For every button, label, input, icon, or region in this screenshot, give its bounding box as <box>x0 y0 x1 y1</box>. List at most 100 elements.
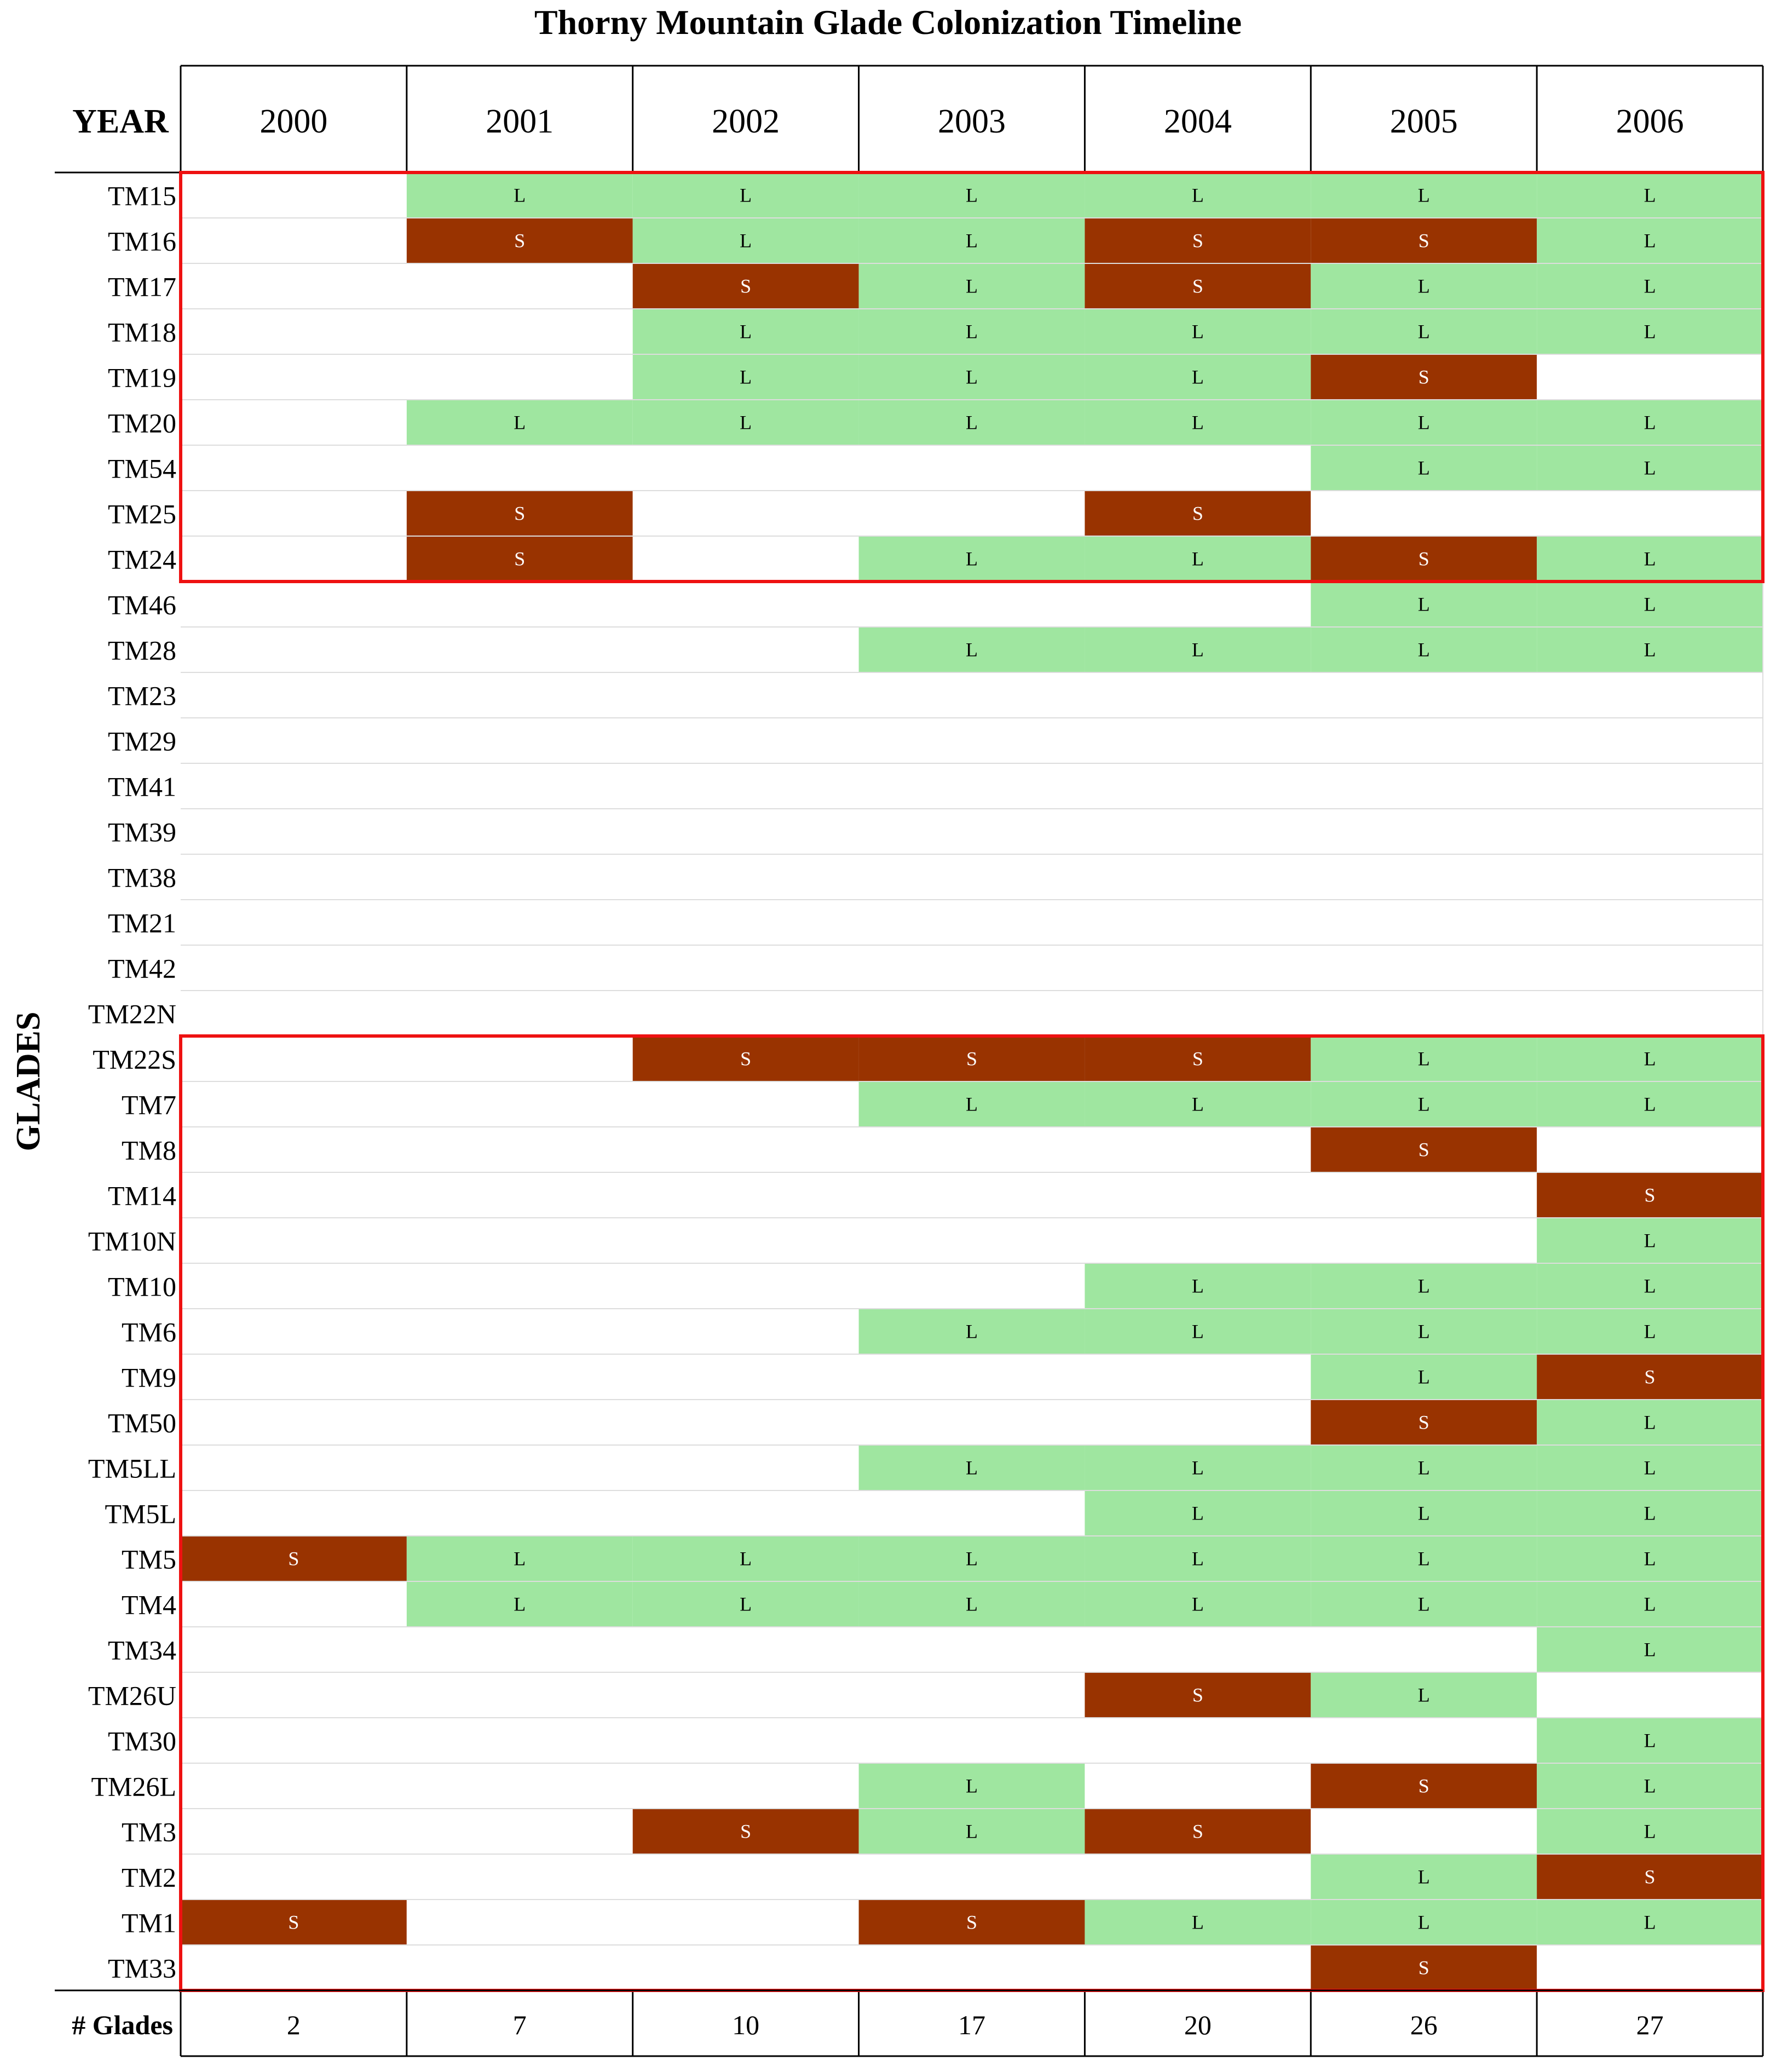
cell-label-TM17-2002: S <box>740 275 751 297</box>
cell-TM1-2006 <box>1537 1900 1763 1945</box>
cell-TM50-2001 <box>406 1400 633 1445</box>
cell-TM46-2002 <box>632 582 859 627</box>
cell-label-TM5L-2005: L <box>1418 1503 1430 1524</box>
cell-label-TM6-2005: L <box>1418 1321 1430 1343</box>
cell-TM20-2003 <box>858 400 1085 445</box>
glade-label-TM30: TM30 <box>108 1726 176 1757</box>
cell-TM46-2004 <box>1085 582 1311 627</box>
cell-label-TM30-2006: L <box>1644 1730 1656 1752</box>
cell-TM28-2005 <box>1311 627 1537 672</box>
cell-TM10N-2001 <box>406 1218 633 1263</box>
cell-TM5L-2004 <box>1085 1490 1311 1536</box>
cell-label-TM7-2005: L <box>1418 1093 1430 1115</box>
glade-label-TM34: TM34 <box>108 1635 176 1666</box>
cell-TM42-2004 <box>1085 945 1311 991</box>
cell-TM26L-2006 <box>1537 1763 1763 1809</box>
cell-TM46-2000 <box>181 582 407 627</box>
cell-label-TM17-2004: S <box>1192 275 1203 297</box>
glade-label-TM10: TM10 <box>108 1271 176 1302</box>
cell-TM10N-2005 <box>1311 1218 1537 1263</box>
cell-TM22N-2006 <box>1537 991 1763 1036</box>
cell-TM22N-2003 <box>858 991 1085 1036</box>
cell-label-TM10-2004: L <box>1192 1275 1204 1297</box>
cell-TM33-2002 <box>632 1945 859 1990</box>
cell-TM22S-2002 <box>632 1036 859 1081</box>
cell-label-TM10-2006: L <box>1644 1275 1656 1297</box>
cell-TM25-2006 <box>1537 491 1763 536</box>
year-label-2005: 2005 <box>1390 103 1458 140</box>
cell-TM33-2004 <box>1085 1945 1311 1990</box>
cell-TM24-2000 <box>181 536 407 582</box>
cell-TM17-2006 <box>1537 263 1763 309</box>
cell-label-TM54-2005: L <box>1418 457 1430 479</box>
cell-TM20-2005 <box>1311 400 1537 445</box>
cell-TM2-2003 <box>858 1854 1085 1900</box>
cell-TM5L-2001 <box>406 1490 633 1536</box>
glades-axis-label: GLADES <box>10 1012 47 1152</box>
cell-TM50-2004 <box>1085 1400 1311 1445</box>
cell-label-TM22S-2003: S <box>966 1048 977 1070</box>
cell-TM3-2002 <box>632 1809 859 1854</box>
cell-TM21-2002 <box>632 900 859 945</box>
cell-TM3-2005 <box>1311 1809 1537 1854</box>
glade-label-TM4: TM4 <box>122 1590 176 1620</box>
cell-TM22S-2006 <box>1537 1036 1763 1081</box>
cell-label-TM5-2002: L <box>740 1548 752 1570</box>
glade-count-label: # Glades <box>72 2010 173 2040</box>
cell-TM34-2006 <box>1537 1627 1763 1672</box>
cell-label-TM22S-2004: S <box>1192 1048 1203 1070</box>
cell-TM4-2001 <box>406 1581 633 1627</box>
cell-label-TM20-2003: L <box>966 412 978 434</box>
cell-TM19-2001 <box>406 354 633 400</box>
cell-TM5LL-2005 <box>1311 1445 1537 1490</box>
cell-TM5-2005 <box>1311 1536 1537 1581</box>
cell-TM14-2006 <box>1537 1172 1763 1218</box>
cell-TM30-2005 <box>1311 1718 1537 1763</box>
cell-TM19-2002 <box>632 354 859 400</box>
cell-TM9-2005 <box>1311 1354 1537 1400</box>
cell-TM29-2002 <box>632 718 859 763</box>
cell-label-TM5-2001: L <box>514 1548 526 1570</box>
cell-TM16-2006 <box>1537 218 1763 263</box>
cell-TM16-2001 <box>406 218 633 263</box>
cell-TM7-2000 <box>181 1081 407 1127</box>
cell-TM26U-2001 <box>406 1672 633 1718</box>
cell-TM30-2000 <box>181 1718 407 1763</box>
cell-TM38-2000 <box>181 854 407 900</box>
cell-TM50-2005 <box>1311 1400 1537 1445</box>
cell-TM16-2004 <box>1085 218 1311 263</box>
cell-TM28-2002 <box>632 627 859 672</box>
cell-TM23-2005 <box>1311 672 1537 718</box>
cell-TM22S-2004 <box>1085 1036 1311 1081</box>
cell-TM33-2006 <box>1537 1945 1763 1990</box>
cell-label-TM1-2003: S <box>966 1912 977 1933</box>
cell-TM42-2003 <box>858 945 1085 991</box>
cell-TM22S-2005 <box>1311 1036 1537 1081</box>
cell-label-TM1-2005: L <box>1418 1912 1430 1933</box>
cell-TM20-2000 <box>181 400 407 445</box>
glade-label-TM41: TM41 <box>108 772 176 802</box>
cell-TM38-2005 <box>1311 854 1537 900</box>
cell-label-TM16-2004: S <box>1192 230 1203 252</box>
cell-TM39-2001 <box>406 809 633 854</box>
cell-label-TM3-2004: S <box>1192 1821 1203 1843</box>
cell-TM34-2005 <box>1311 1627 1537 1672</box>
cell-TM1-2004 <box>1085 1900 1311 1945</box>
cell-TM6-2002 <box>632 1309 859 1354</box>
glade-label-TM39: TM39 <box>108 817 176 848</box>
cell-TM18-2002 <box>632 309 859 354</box>
cell-label-TM20-2002: L <box>740 412 752 434</box>
cell-label-TM16-2006: L <box>1644 230 1656 252</box>
cell-label-TM5LL-2004: L <box>1192 1457 1204 1479</box>
cell-TM50-2003 <box>858 1400 1085 1445</box>
cell-label-TM2-2006: S <box>1645 1866 1656 1888</box>
cell-TM54-2000 <box>181 445 407 491</box>
cell-TM6-2006 <box>1537 1309 1763 1354</box>
cell-TM3-2004 <box>1085 1809 1311 1854</box>
cell-TM23-2006 <box>1537 672 1763 718</box>
cell-label-TM17-2006: L <box>1644 275 1656 297</box>
cell-label-TM26U-2004: S <box>1192 1684 1203 1706</box>
cell-TM17-2001 <box>406 263 633 309</box>
glade-label-TM22N: TM22N <box>88 999 176 1029</box>
cell-TM8-2003 <box>858 1127 1085 1172</box>
